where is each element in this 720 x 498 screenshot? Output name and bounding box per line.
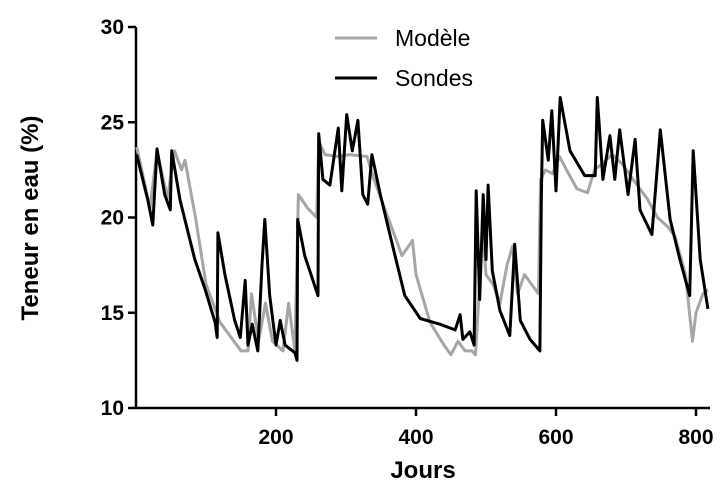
x-tick-label: 800 [678, 426, 713, 449]
x-tick-label: 200 [258, 426, 293, 449]
y-tick-label: 10 [101, 397, 124, 420]
y-tick-label: 30 [101, 16, 124, 39]
x-tick-label: 400 [398, 426, 433, 449]
y-tick-label: 20 [101, 207, 124, 230]
legend-label: Modèle [395, 25, 470, 51]
y-tick-label: 15 [101, 302, 125, 325]
x-tick-label: 600 [538, 426, 573, 449]
y-tick-label: 25 [101, 111, 125, 134]
series-line [135, 139, 709, 357]
y-axis-label: Teneur en eau (%) [17, 116, 44, 321]
legend-label: Sondes [395, 65, 473, 91]
series-line [135, 96, 710, 362]
x-axis-label: Jours [390, 457, 455, 484]
